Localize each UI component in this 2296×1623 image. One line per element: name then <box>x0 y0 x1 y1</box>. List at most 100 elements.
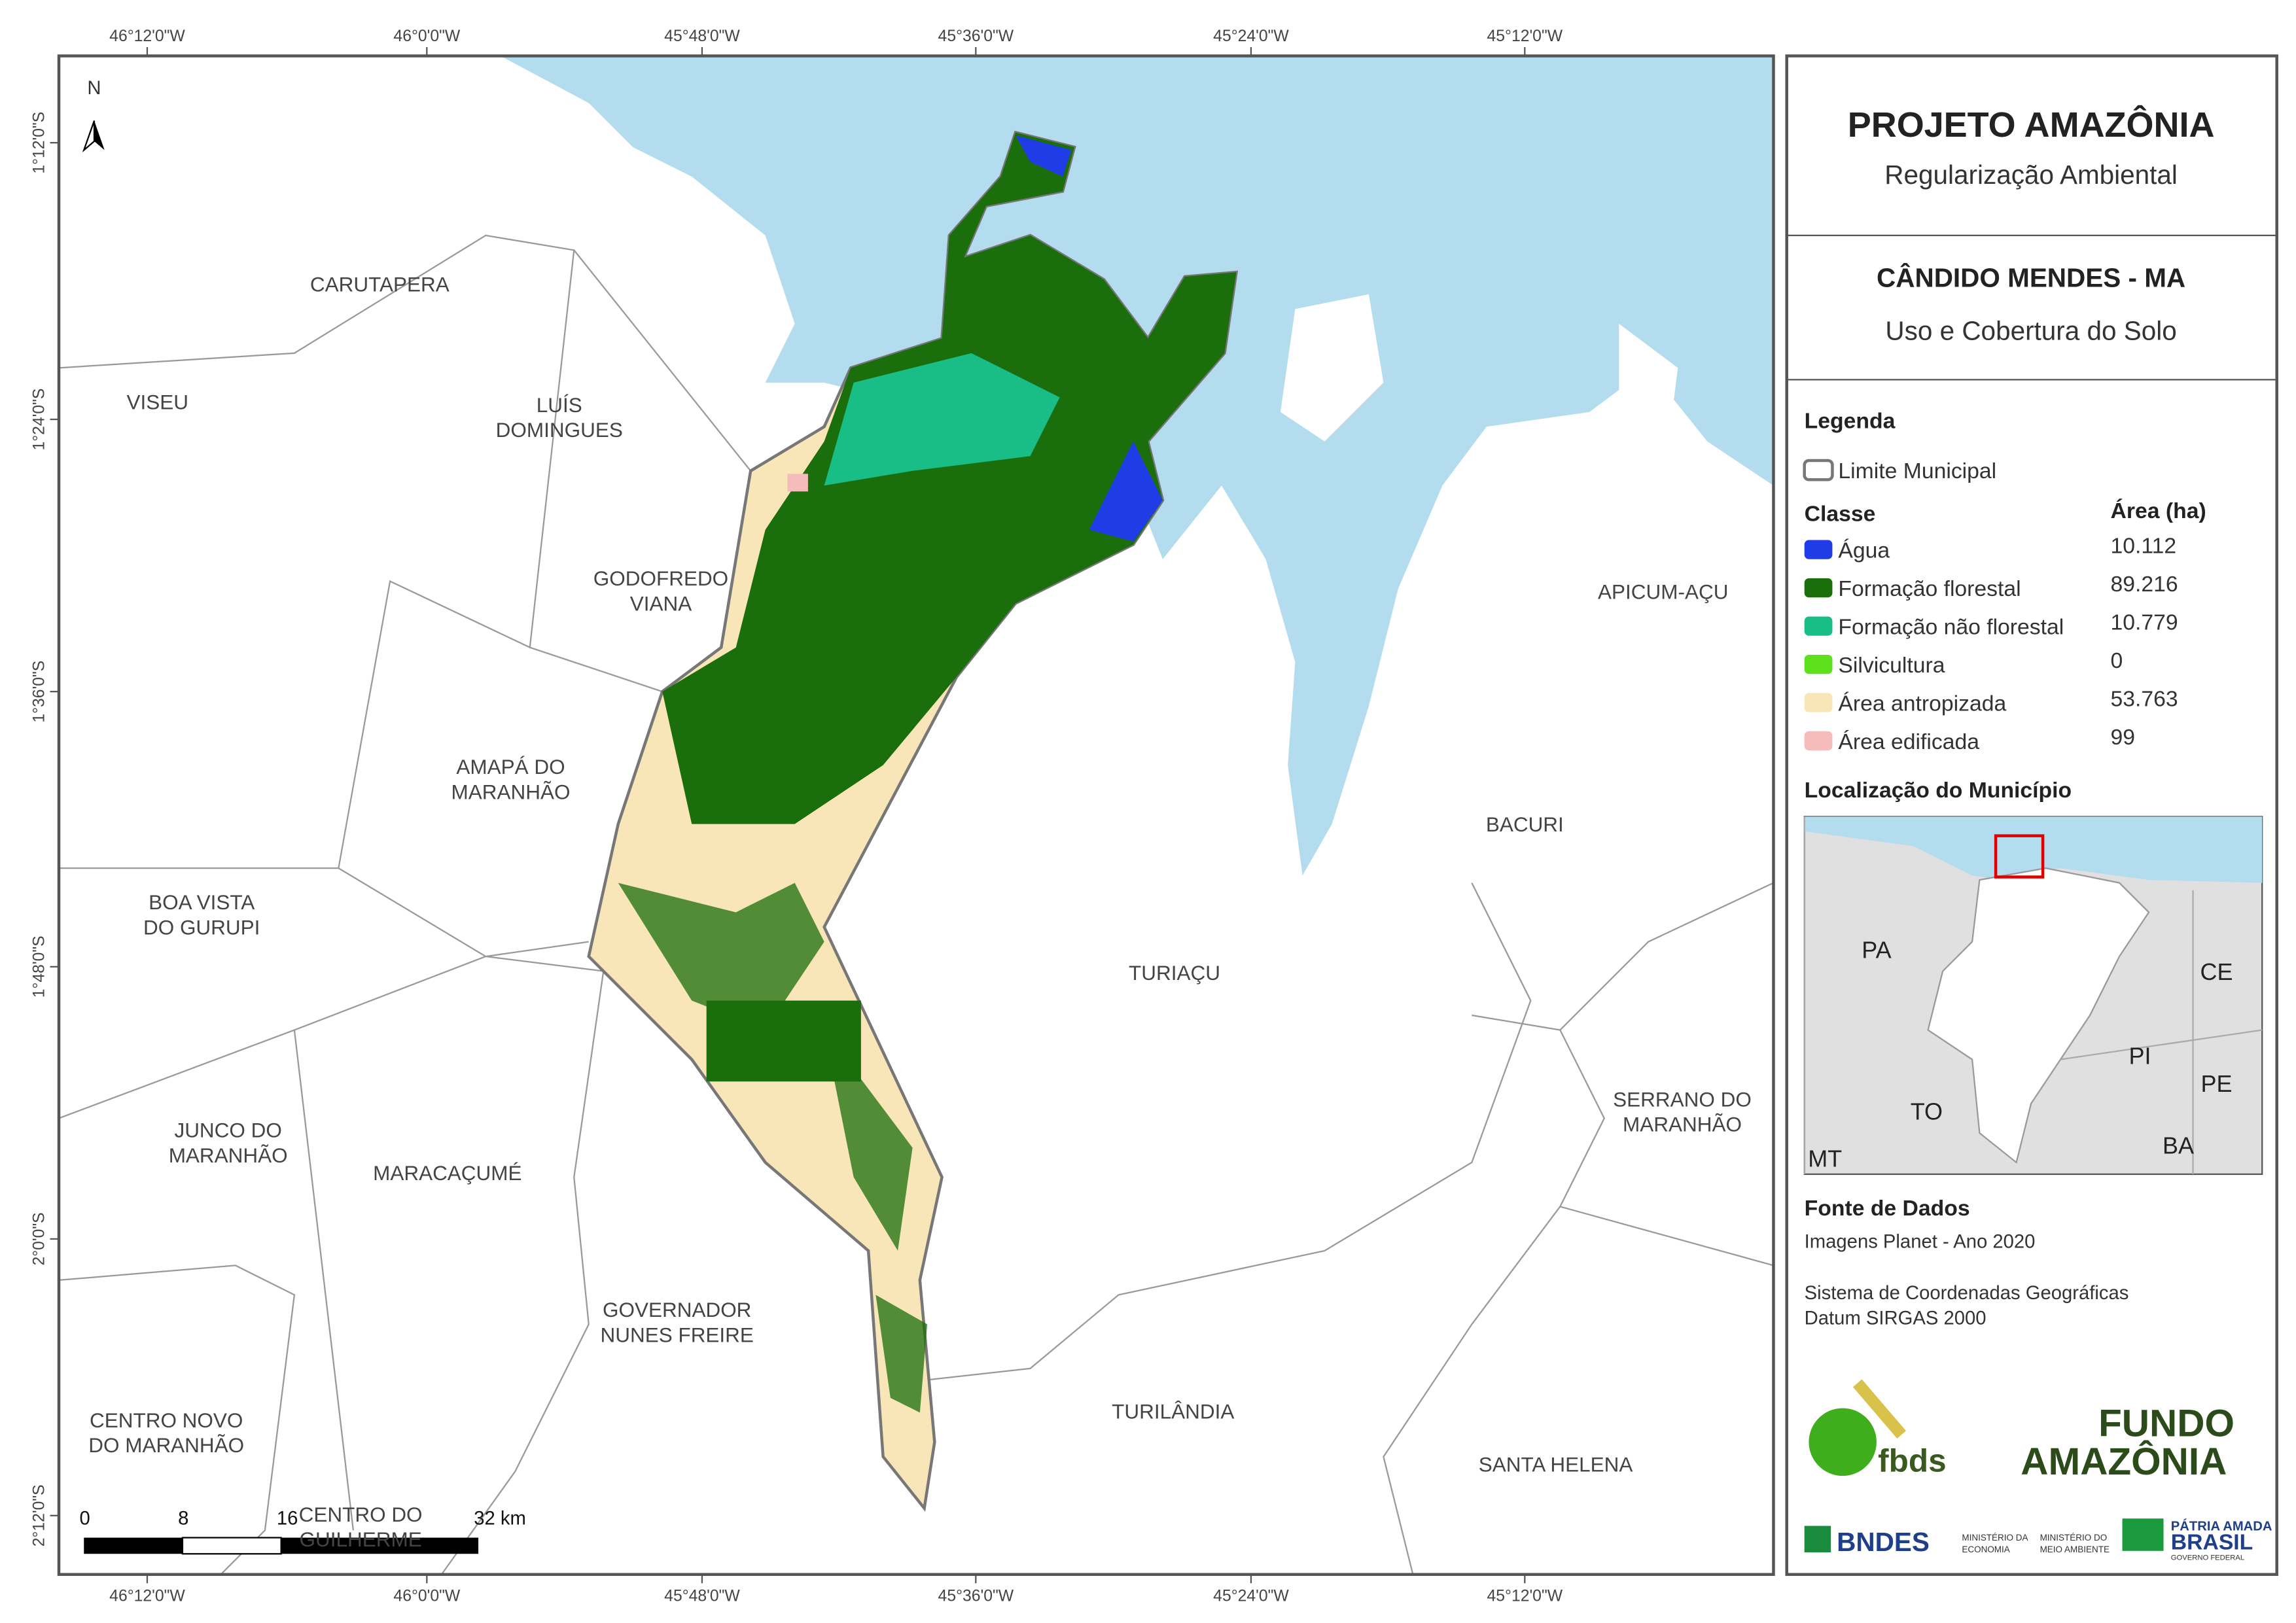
municipality-label: NUNES FREIRE <box>601 1323 754 1346</box>
border <box>897 882 1532 1384</box>
island <box>1619 323 1678 486</box>
legend-area: 89.216 <box>2111 572 2178 597</box>
north-arrow <box>82 120 105 153</box>
logo-text: FUNDO <box>2098 1402 2234 1444</box>
logo-text: GOVERNO FEDERAL <box>2171 1554 2244 1562</box>
legend-swatch <box>1804 540 1833 559</box>
locator-label: MT <box>1808 1145 1842 1172</box>
map-labels: 46°12'0"W 46°0'0"W 45°48'0"W 45°36'0"W 45°24… <box>31 27 2233 1605</box>
logo-mark <box>1804 1526 1831 1553</box>
top-tick-label: 45°12'0"W <box>1487 27 1563 45</box>
logo-text: MEIO AMBIENTE <box>2040 1544 2110 1554</box>
water-area <box>1016 135 1163 542</box>
municipality-label: AMAPÁ DO <box>456 755 565 778</box>
locator-state <box>1927 867 2150 1164</box>
border <box>293 1030 354 1531</box>
municipality-label: BACURI <box>1486 812 1564 836</box>
municipality-label: VIANA <box>630 591 692 615</box>
municipality-label: TURIAÇU <box>1129 961 1220 985</box>
municipality-label: SANTA HELENA <box>1479 1452 1633 1476</box>
legend-class: Formação florestal <box>1838 576 2021 601</box>
municipality-label: MARACAÇUMÉ <box>373 1161 521 1185</box>
locator-ocean <box>1804 816 2263 883</box>
side-panel: PROJETO AMAZÔNIA Regularização Ambiental… <box>1785 54 2278 1577</box>
legend-swatch <box>1804 616 1833 636</box>
bottom-tick-label: 45°48'0"W <box>664 1587 740 1605</box>
logos: fbds FUNDO AMAZÔNIA BNDES MINISTÉRIO DA … <box>1804 1379 2272 1562</box>
top-tick-label: 46°12'0"W <box>109 27 185 45</box>
municipality-label: BOA VISTA <box>149 890 255 914</box>
scale-segment <box>84 1537 183 1554</box>
locator-highlight <box>1994 834 2045 879</box>
locator-label: TO <box>1911 1098 1943 1125</box>
border <box>529 646 663 693</box>
map-frame <box>57 54 1775 1577</box>
legend-area: 10.112 <box>2111 534 2177 559</box>
bottom-tick-label: 45°12'0"W <box>1487 1587 1563 1605</box>
municipality-label: GUILHERME <box>300 1527 422 1551</box>
north-label: N <box>87 78 101 99</box>
scale-segment <box>281 1537 479 1554</box>
locator-label: CE <box>2200 958 2233 985</box>
left-tick-label: 2°0'0"S <box>31 1212 48 1265</box>
forest-area <box>618 882 928 1413</box>
locator-label: PA <box>1862 936 1891 963</box>
logo-mark <box>1852 1379 1906 1439</box>
logo-mark <box>1809 1408 1877 1476</box>
municipality-label: DOMINGUES <box>496 418 623 442</box>
legend-class: Água <box>1838 538 1890 563</box>
non-forest-area <box>824 353 1060 486</box>
locator-borders <box>1803 816 2263 1174</box>
built-area <box>787 474 808 492</box>
top-tick-label: 46°0'0"W <box>393 27 460 45</box>
municipality-label: SERRANO DO <box>1613 1087 1752 1111</box>
legend-area: 10.779 <box>2111 610 2178 635</box>
municipality-label: MARANHÃO <box>169 1143 288 1167</box>
municipality-label: MARANHÃO <box>1623 1113 1742 1136</box>
legend-swatch <box>1804 693 1833 712</box>
municipality-label: MARANHÃO <box>451 780 571 803</box>
forest-area <box>662 132 1237 824</box>
municipal-borders <box>58 234 1774 1575</box>
logo-text: AMAZÔNIA <box>2021 1439 2227 1483</box>
legend-area: 0 <box>2111 648 2123 673</box>
logo-text: MINISTÉRIO DO <box>2040 1533 2108 1543</box>
boundary-label: Limite Municipal <box>1838 459 1996 483</box>
locator-label: PE <box>2201 1070 2233 1097</box>
municipality-label: LUÍS <box>537 393 582 417</box>
sources-title: Fonte de Dados <box>1805 1196 1970 1221</box>
bottom-tick-label: 46°12'0"W <box>109 1587 185 1605</box>
location-title: Localização do Município <box>1805 778 2072 803</box>
north-arrow-right <box>94 120 105 150</box>
source-line: Imagens Planet - Ano 2020 <box>1805 1231 2036 1252</box>
municipality-label: APICUM-AÇU <box>1598 580 1728 603</box>
logo-text: BNDES <box>1837 1527 1930 1557</box>
map-area <box>57 54 1775 1577</box>
municipality-name: CÂNDIDO MENDES - MA <box>1877 263 2185 293</box>
map-theme: Uso e Cobertura do Solo <box>1885 316 2176 346</box>
class-header: Classe <box>1805 501 1876 526</box>
bottom-tick-label: 45°24'0"W <box>1213 1587 1289 1605</box>
locator-label: PI <box>2129 1042 2151 1069</box>
municipality-label: TURILÂNDIA <box>1112 1399 1234 1423</box>
legend-class: Formação não florestal <box>1838 614 2064 639</box>
municipality-label: VISEU <box>126 390 188 413</box>
left-tick-label: 1°36'0"S <box>31 661 48 723</box>
forest-block <box>706 1000 861 1082</box>
scale-label: 32 km <box>474 1508 526 1529</box>
top-tick-label: 45°24'0"W <box>1213 27 1289 45</box>
logo-text: fbds <box>1878 1442 1946 1478</box>
border <box>58 234 575 869</box>
legend-swatch <box>1804 731 1833 751</box>
scale-bar <box>84 1537 479 1555</box>
bottom-tick-label: 46°0'0"W <box>393 1587 460 1605</box>
logo-text: PÁTRIA AMADA <box>2171 1518 2272 1533</box>
scale-label: 16 <box>277 1508 298 1529</box>
legend-items: Água 10.112 Formação florestal 89.216 Formaç… <box>1804 534 2178 754</box>
panel-subtitle: Regularização Ambiental <box>1884 160 2178 190</box>
bottom-tick-label: 45°36'0"W <box>938 1587 1014 1605</box>
municipality-label: GODOFREDO <box>593 567 728 590</box>
border <box>1472 882 1774 1031</box>
legend-title: Legenda <box>1805 409 1896 434</box>
border <box>1560 1206 1774 1266</box>
